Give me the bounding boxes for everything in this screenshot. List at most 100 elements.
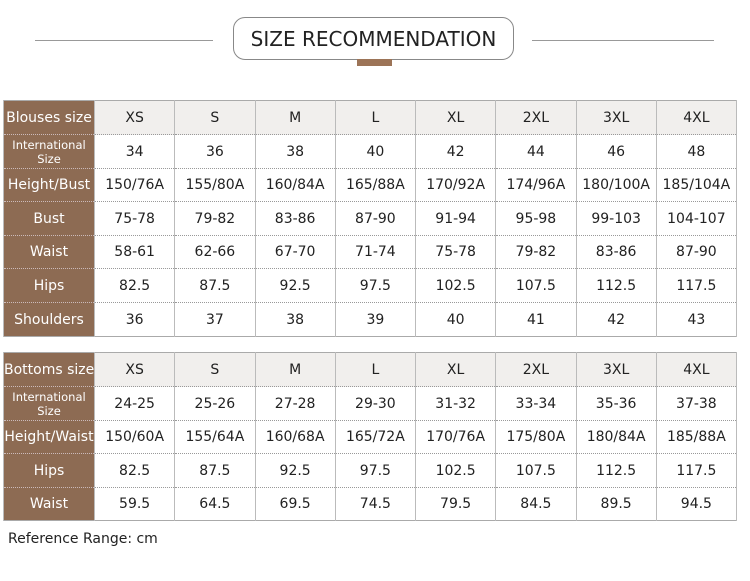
table-cell: 36 <box>174 134 256 169</box>
row-label: International Size <box>3 386 95 421</box>
table-cell: 104-107 <box>655 201 738 236</box>
table-cell: 107.5 <box>495 453 577 488</box>
table-cell: 87.5 <box>174 268 256 303</box>
bottoms-size-table: Bottoms size XS S M L XL 2XL 3XL 4XL Internationa… <box>3 352 738 521</box>
table-row: Hips 82.5 87.5 92.5 97.5 102.5 107.5 112.5 117.5 <box>3 268 738 303</box>
table-cell: 59.5 <box>93 487 176 521</box>
table-cell: 97.5 <box>334 268 417 303</box>
table-cell: 39 <box>334 302 417 337</box>
row-label: Height/Waist <box>3 420 95 454</box>
table-cell: 89.5 <box>575 487 657 521</box>
table-cell: 69.5 <box>254 487 336 521</box>
table-row: Waist 59.5 64.5 69.5 74.5 79.5 84.5 89.5 94.5 <box>3 487 738 521</box>
title-rule-right <box>532 40 714 41</box>
table-cell: 44 <box>495 134 577 169</box>
table-cell: 42 <box>414 134 497 169</box>
table-cell: 2XL <box>495 100 577 135</box>
title-rule-left <box>35 40 213 41</box>
table-cell: 92.5 <box>254 268 336 303</box>
table-row: Waist 58-61 62-66 67-70 71-74 75-78 79-82 83-86… <box>3 235 738 269</box>
table-cell: 83-86 <box>254 201 336 236</box>
table-cell: L <box>334 100 417 135</box>
table-cell: 82.5 <box>93 268 176 303</box>
table-cell: 48 <box>655 134 738 169</box>
table-cell: 41 <box>495 302 577 337</box>
table-cell: L <box>334 352 417 387</box>
table-cell: 160/84A <box>254 168 336 202</box>
table-cell: 42 <box>575 302 657 337</box>
table-cell: 94.5 <box>655 487 738 521</box>
table-cell: 67-70 <box>254 235 336 269</box>
table-cell: 84.5 <box>495 487 577 521</box>
table-row: International Size 24-25 25-26 27-28 29-30 31… <box>3 386 738 421</box>
table-cell: 36 <box>93 302 176 337</box>
table-cell: 34 <box>93 134 176 169</box>
row-label: Hips <box>3 453 95 488</box>
table-cell: 112.5 <box>575 268 657 303</box>
table-cell: 4XL <box>655 352 738 387</box>
table-cell: 64.5 <box>174 487 256 521</box>
table-cell: 62-66 <box>174 235 256 269</box>
table-cell: 107.5 <box>495 268 577 303</box>
table-cell: 92.5 <box>254 453 336 488</box>
table-cell: 150/76A <box>93 168 176 202</box>
table-cell: 27-28 <box>254 386 336 421</box>
table-cell: XL <box>414 100 497 135</box>
row-label: Bottoms size <box>3 352 95 387</box>
header-row: Bottoms size XS S M L XL 2XL 3XL 4XL <box>3 352 738 387</box>
table-cell: 37 <box>174 302 256 337</box>
table-cell: 165/88A <box>334 168 417 202</box>
table-cell: 79-82 <box>495 235 577 269</box>
table-cell: M <box>254 100 336 135</box>
table-cell: 112.5 <box>575 453 657 488</box>
table-cell: 33-34 <box>495 386 577 421</box>
blouses-size-table: Blouses size XS S M L XL 2XL 3XL 4XL Internationa… <box>3 100 738 337</box>
table-cell: 155/64A <box>174 420 256 454</box>
row-label: Height/Bust <box>3 168 95 202</box>
table-cell: 97.5 <box>334 453 417 488</box>
table-cell: 37-38 <box>655 386 738 421</box>
row-label: Bust <box>3 201 95 236</box>
row-label: Waist <box>3 487 95 521</box>
table-cell: 185/104A <box>655 168 738 202</box>
table-cell: 155/80A <box>174 168 256 202</box>
table-cell: 83-86 <box>575 235 657 269</box>
table-cell: 82.5 <box>93 453 176 488</box>
title-accent <box>357 59 392 66</box>
table-cell: 46 <box>575 134 657 169</box>
table-cell: 38 <box>254 134 336 169</box>
row-label: International Size <box>3 134 95 169</box>
table-cell: 74.5 <box>334 487 417 521</box>
table-cell: 25-26 <box>174 386 256 421</box>
table-cell: 95-98 <box>495 201 577 236</box>
table-cell: 174/96A <box>495 168 577 202</box>
row-label: Hips <box>3 268 95 303</box>
table-row: International Size 34 36 38 40 42 44 46 48 <box>3 134 738 169</box>
table-cell: 99-103 <box>575 201 657 236</box>
table-cell: 3XL <box>575 352 657 387</box>
table-cell: 4XL <box>655 100 738 135</box>
table-cell: 185/88A <box>655 420 738 454</box>
table-row: Height/Waist 150/60A 155/64A 160/68A 165/72A… <box>3 420 738 454</box>
table-cell: 24-25 <box>93 386 176 421</box>
table-cell: 175/80A <box>495 420 577 454</box>
table-row: Bust 75-78 79-82 83-86 87-90 91-94 95-98 99-103… <box>3 201 738 236</box>
table-cell: 2XL <box>495 352 577 387</box>
table-cell: 117.5 <box>655 268 738 303</box>
table-cell: 87.5 <box>174 453 256 488</box>
table-cell: 91-94 <box>414 201 497 236</box>
table-row: Height/Bust 150/76A 155/80A 160/84A 165/88A 1… <box>3 168 738 202</box>
table-cell: 117.5 <box>655 453 738 488</box>
row-label: Waist <box>3 235 95 269</box>
table-cell: M <box>254 352 336 387</box>
table-cell: 38 <box>254 302 336 337</box>
table-cell: 170/92A <box>414 168 497 202</box>
page-title: SIZE RECOMMENDATION <box>233 17 514 60</box>
table-cell: XS <box>93 100 176 135</box>
table-cell: 102.5 <box>414 268 497 303</box>
table-row: Hips 82.5 87.5 92.5 97.5 102.5 107.5 112.5 117.5 <box>3 453 738 488</box>
table-cell: 75-78 <box>93 201 176 236</box>
row-label: Blouses size <box>3 100 95 135</box>
table-cell: 31-32 <box>414 386 497 421</box>
table-cell: 102.5 <box>414 453 497 488</box>
